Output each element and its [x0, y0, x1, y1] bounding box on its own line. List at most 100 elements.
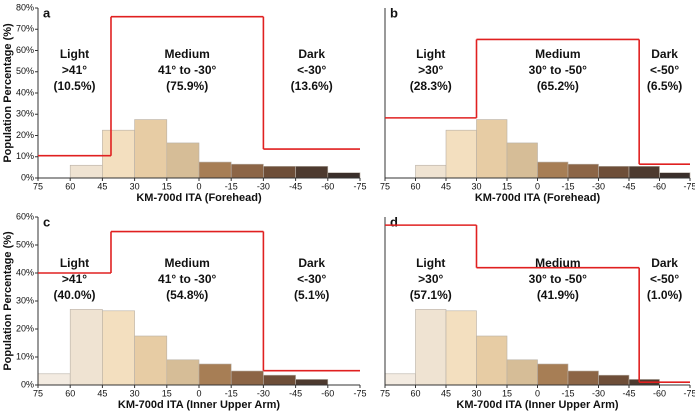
x-tick-label: 0 [196, 181, 201, 191]
x-tick-label: -75 [683, 181, 695, 191]
region-name: Light [60, 47, 89, 61]
region-range: <-50° [650, 63, 679, 77]
region-range: 41° to -30° [158, 272, 216, 286]
region-range: >41° [62, 63, 87, 77]
y-axis-label: Population Percentage (%) [2, 23, 14, 163]
panel-letter: d [390, 214, 398, 229]
bar [476, 119, 508, 179]
x-axis-label: KM-700d ITA (Inner Upper Arm) [456, 399, 618, 411]
bar [134, 335, 168, 386]
y-tick-label: 10% [16, 351, 34, 361]
y-tick-label: 0% [21, 172, 34, 182]
y-tick-label: 70% [16, 24, 34, 34]
panel-letter: a [43, 5, 51, 20]
x-tick-label: 75 [33, 388, 43, 398]
x-tick-label: 15 [502, 181, 512, 191]
bar [327, 172, 361, 179]
bar [198, 363, 232, 386]
x-tick-label: 30 [130, 388, 140, 398]
x-tick-label: 30 [471, 181, 481, 191]
region-range: >30° [418, 63, 443, 77]
region-range: >30° [418, 272, 443, 286]
bar [384, 373, 416, 386]
x-tick-label: -45 [289, 388, 302, 398]
y-tick-label: 30% [16, 109, 34, 119]
bar [134, 119, 168, 179]
bar [166, 142, 200, 179]
x-tick-label: -30 [257, 388, 270, 398]
region-name: Medium [165, 47, 210, 61]
x-tick-label: 30 [471, 388, 481, 398]
bar [263, 166, 296, 179]
bar [230, 370, 264, 386]
y-tick-label: 80% [16, 2, 34, 12]
x-tick-label: -30 [592, 388, 605, 398]
x-tick-label: 15 [162, 181, 172, 191]
bar [295, 166, 329, 179]
region-name: Light [416, 256, 445, 270]
x-tick-label: 15 [162, 388, 172, 398]
bar [476, 335, 508, 386]
region-percent: (41.9%) [537, 288, 579, 302]
region-name: Dark [298, 47, 325, 61]
y-axis-label: Population Percentage (%) [2, 231, 14, 371]
x-tick-label: -60 [321, 388, 334, 398]
y-tick-label: 10% [16, 151, 34, 161]
bar [198, 161, 232, 179]
bar [598, 374, 630, 386]
bar [102, 129, 135, 179]
x-tick-label: -45 [289, 181, 302, 191]
region-name: Light [416, 47, 445, 61]
bar [102, 310, 135, 386]
x-tick-label: -60 [321, 181, 334, 191]
x-tick-label: -60 [653, 181, 666, 191]
x-tick-label: 45 [97, 388, 107, 398]
x-tick-label: -15 [225, 181, 238, 191]
region-percent: (65.2%) [537, 79, 579, 93]
bar [69, 309, 103, 386]
y-tick-label: 50% [16, 239, 34, 249]
bar [659, 172, 691, 179]
x-tick-label: -60 [653, 388, 666, 398]
bar [506, 359, 538, 386]
x-tick-label: 75 [380, 181, 390, 191]
bar [598, 166, 630, 179]
bar [445, 129, 477, 179]
region-range: 41° to -30° [158, 63, 216, 77]
y-tick-label: 40% [16, 87, 34, 97]
x-tick-label: -75 [353, 181, 366, 191]
bar [445, 310, 477, 386]
x-tick-label: -15 [225, 388, 238, 398]
bar [263, 374, 296, 386]
x-tick-label: -30 [592, 181, 605, 191]
x-tick-label: 60 [65, 181, 75, 191]
x-tick-label: 0 [196, 388, 201, 398]
x-axis-label: KM-700d ITA (Forehead) [475, 192, 601, 204]
y-tick-label: 50% [16, 66, 34, 76]
region-percent: (10.5%) [53, 79, 95, 93]
bar [37, 373, 71, 386]
region-percent: (6.5%) [647, 79, 682, 93]
region-range: <-50° [650, 272, 679, 286]
y-tick-label: 20% [16, 323, 34, 333]
x-tick-label: 45 [441, 181, 451, 191]
bar [69, 164, 103, 179]
y-tick-label: 30% [16, 295, 34, 305]
x-tick-label: -15 [561, 181, 574, 191]
region-percent: (1.0%) [647, 288, 682, 302]
x-tick-label: 0 [535, 181, 540, 191]
x-tick-label: 60 [410, 181, 420, 191]
x-tick-label: 0 [535, 388, 540, 398]
x-axis-label: KM-700d ITA (Forehead) [136, 192, 262, 204]
x-tick-label: 75 [33, 181, 43, 191]
x-tick-label: -75 [353, 388, 366, 398]
x-tick-label: 30 [130, 181, 140, 191]
y-tick-label: 40% [16, 267, 34, 277]
region-percent: (28.3%) [410, 79, 452, 93]
region-name: Dark [651, 256, 678, 270]
bar [567, 163, 599, 179]
region-name: Medium [165, 256, 210, 270]
y-tick-label: 20% [16, 130, 34, 140]
region-percent: (5.1%) [294, 288, 329, 302]
